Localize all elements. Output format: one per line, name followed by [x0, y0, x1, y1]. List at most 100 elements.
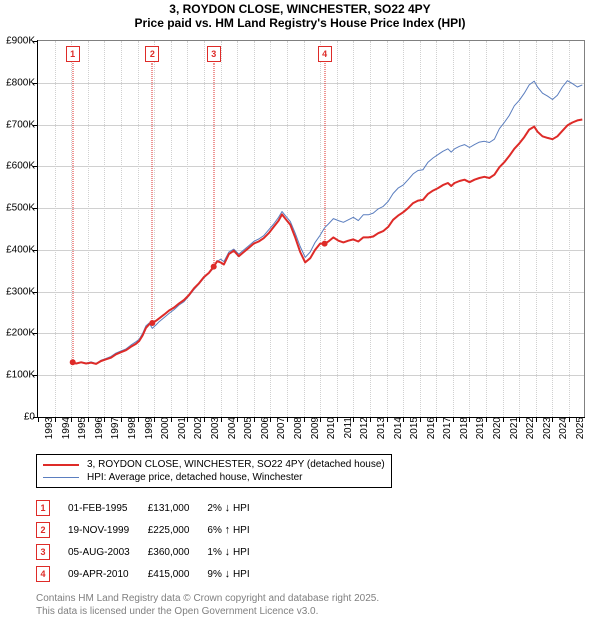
x-tick: [519, 417, 520, 422]
sales-table: 101-FEB-1995£131,0002% ↓ HPI219-NOV-1999…: [36, 497, 268, 585]
legend-swatch: [43, 464, 79, 466]
sale-arrow-icon: ↓: [225, 568, 231, 580]
x-tick: [436, 417, 437, 422]
x-tick: [154, 417, 155, 422]
x-tick: [503, 417, 504, 422]
x-axis-label: 2020: [490, 417, 503, 439]
sale-marker: 4: [36, 566, 50, 582]
x-axis-label: 2000: [158, 417, 171, 439]
marker-dot: [211, 264, 217, 270]
sale-pct: 1%: [207, 547, 221, 558]
sale-delta: 2% ↓ HPI: [207, 497, 267, 519]
x-axis-label: 1995: [75, 417, 88, 439]
x-axis-label: 1997: [108, 417, 121, 439]
legend-label: 3, ROYDON CLOSE, WINCHESTER, SO22 4PY (d…: [87, 459, 385, 470]
series-hpi: [73, 81, 583, 364]
x-axis-label: 1998: [125, 417, 138, 439]
y-axis-label: £900K: [6, 36, 38, 47]
x-axis-label: 2022: [523, 417, 536, 439]
x-axis-label: 2024: [556, 417, 569, 439]
marker-dot: [322, 241, 328, 247]
marker-dot: [149, 320, 155, 326]
legend-label: HPI: Average price, detached house, Winc…: [87, 472, 303, 483]
x-axis-label: 2002: [191, 417, 204, 439]
x-axis-label: 2018: [457, 417, 470, 439]
sale-date: 05-AUG-2003: [68, 541, 148, 563]
marker-box: 4: [318, 46, 332, 62]
x-axis-label: 2012: [357, 417, 370, 439]
x-tick: [304, 417, 305, 422]
y-axis-label: £800K: [6, 77, 38, 88]
x-tick: [552, 417, 553, 422]
sale-vs: HPI: [233, 525, 250, 536]
y-axis-label: £500K: [6, 203, 38, 214]
sale-date: 01-FEB-1995: [68, 497, 148, 519]
x-tick: [171, 417, 172, 422]
x-tick: [387, 417, 388, 422]
sale-date: 09-APR-2010: [68, 563, 148, 585]
sale-arrow-icon: ↓: [225, 502, 231, 514]
legend-row: HPI: Average price, detached house, Winc…: [43, 471, 385, 484]
x-axis-label: 2023: [540, 417, 553, 439]
x-axis-label: 2019: [473, 417, 486, 439]
x-tick: [420, 417, 421, 422]
sale-delta: 9% ↓ HPI: [207, 563, 267, 585]
sale-pct: 9%: [207, 569, 221, 580]
sale-marker: 1: [36, 500, 50, 516]
x-tick: [370, 417, 371, 422]
x-tick: [221, 417, 222, 422]
x-axis-label: 2021: [507, 417, 520, 439]
x-axis-label: 2007: [274, 417, 287, 439]
sale-price: £131,000: [148, 497, 208, 519]
x-tick: [569, 417, 570, 422]
y-axis-label: £700K: [6, 119, 38, 130]
x-tick: [453, 417, 454, 422]
x-tick: [38, 417, 39, 422]
x-axis-label: 2004: [225, 417, 238, 439]
sale-vs: HPI: [233, 569, 250, 580]
series-price_paid: [73, 120, 583, 364]
sale-pct: 6%: [207, 525, 221, 536]
y-axis-label: £600K: [6, 161, 38, 172]
fineprint: Contains HM Land Registry data © Crown c…: [36, 593, 584, 618]
x-axis-label: 2009: [308, 417, 321, 439]
sale-delta: 6% ↑ HPI: [207, 519, 267, 541]
chart-svg: [38, 41, 584, 417]
title-line2: Price paid vs. HM Land Registry's House …: [0, 16, 600, 30]
x-axis-label: 1999: [142, 417, 155, 439]
y-axis-label: £200K: [6, 328, 38, 339]
marker-box: 1: [66, 46, 80, 62]
x-tick: [55, 417, 56, 422]
sale-price: £225,000: [148, 519, 208, 541]
x-tick: [270, 417, 271, 422]
sale-marker: 2: [36, 522, 50, 538]
x-tick: [204, 417, 205, 422]
x-tick: [237, 417, 238, 422]
x-axis-label: 2001: [175, 417, 188, 439]
x-axis-label: 1994: [59, 417, 72, 439]
marker-box: 2: [145, 46, 159, 62]
sale-row: 409-APR-2010£415,0009% ↓ HPI: [36, 563, 268, 585]
legend-row: 3, ROYDON CLOSE, WINCHESTER, SO22 4PY (d…: [43, 458, 385, 471]
x-axis-label: 2014: [391, 417, 404, 439]
x-tick: [287, 417, 288, 422]
x-tick: [121, 417, 122, 422]
footer: 3, ROYDON CLOSE, WINCHESTER, SO22 4PY (d…: [36, 454, 584, 618]
x-tick: [403, 417, 404, 422]
x-tick: [71, 417, 72, 422]
legend: 3, ROYDON CLOSE, WINCHESTER, SO22 4PY (d…: [36, 454, 392, 488]
x-axis-label: 2008: [291, 417, 304, 439]
sale-price: £360,000: [148, 541, 208, 563]
x-axis-label: 2003: [208, 417, 221, 439]
sale-arrow-icon: ↑: [225, 524, 231, 536]
title-line1: 3, ROYDON CLOSE, WINCHESTER, SO22 4PY: [0, 2, 600, 16]
x-axis-label: 2006: [258, 417, 271, 439]
sale-row: 1 01-FEB-1995£131,0002% ↓ HPI: [36, 497, 268, 519]
x-tick: [138, 417, 139, 422]
sale-pct: 2%: [207, 503, 221, 514]
x-axis-label: 2015: [407, 417, 420, 439]
x-axis-label: 2016: [424, 417, 437, 439]
x-tick: [187, 417, 188, 422]
sale-vs: HPI: [233, 547, 250, 558]
x-tick: [486, 417, 487, 422]
